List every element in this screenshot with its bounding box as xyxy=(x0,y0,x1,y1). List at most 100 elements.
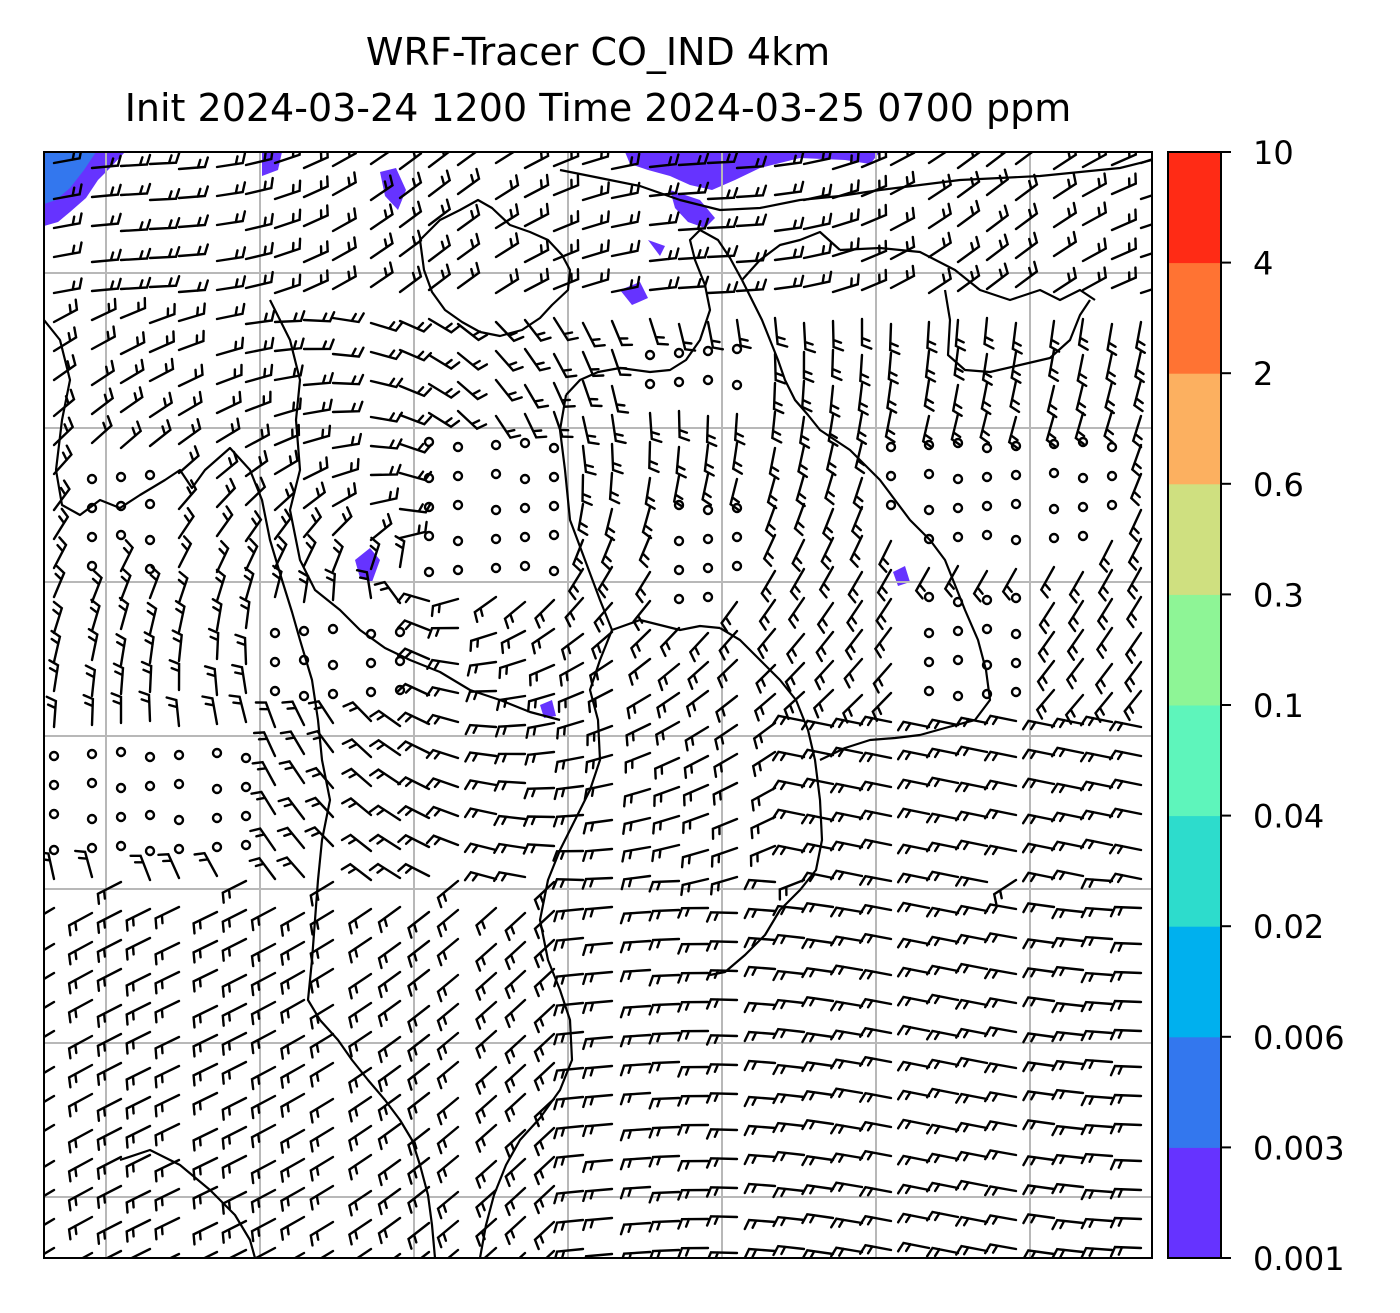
wind-barb xyxy=(67,940,94,966)
wind-barb xyxy=(830,1029,864,1041)
wind-barb xyxy=(504,1215,527,1246)
wind-barb xyxy=(1021,777,1056,789)
wind-barb xyxy=(192,1091,219,1116)
wind-barb xyxy=(426,658,460,670)
wind-barb xyxy=(177,214,209,229)
wind-barb xyxy=(677,1029,710,1042)
wind-barb xyxy=(680,848,710,869)
wind-barb xyxy=(369,377,404,389)
wind-barb xyxy=(1074,411,1086,446)
wind-barb xyxy=(348,1030,373,1058)
wind-barb xyxy=(829,717,864,729)
wind-barb xyxy=(1067,599,1085,633)
wind-barb xyxy=(355,569,373,600)
wind-barb xyxy=(557,690,585,714)
wind-barb xyxy=(1081,201,1108,227)
calm-wind-marker xyxy=(86,842,98,854)
calm-wind-marker xyxy=(490,468,502,480)
wind-barb xyxy=(925,1123,960,1135)
wind-barb xyxy=(610,275,641,294)
wind-barb xyxy=(581,268,610,289)
wind-barb xyxy=(984,1149,1018,1161)
wind-barb xyxy=(619,968,652,983)
wind-barb xyxy=(896,1154,931,1166)
wind-barb xyxy=(504,998,527,1029)
wind-barb xyxy=(52,388,76,418)
wind-barb xyxy=(564,596,585,628)
wind-barb xyxy=(302,338,335,351)
wind-barb xyxy=(250,1000,277,1026)
calm-wind-marker xyxy=(644,349,656,361)
wind-barb xyxy=(394,535,406,569)
wind-barb xyxy=(369,738,402,757)
wind-barb xyxy=(52,298,79,324)
wind-barb xyxy=(215,417,241,444)
wind-barb xyxy=(523,318,552,342)
wind-barb xyxy=(652,814,681,835)
wind-barb xyxy=(672,474,684,508)
wind-barb xyxy=(610,152,641,171)
wind-barb xyxy=(1110,172,1138,196)
calm-wind-marker xyxy=(731,560,743,572)
wind-barb xyxy=(252,731,277,758)
wind-barb xyxy=(1035,688,1056,720)
wind-barb xyxy=(584,753,614,774)
calm-wind-marker xyxy=(1048,503,1060,515)
wind-barb xyxy=(791,538,806,572)
wind-barb xyxy=(1079,715,1114,727)
wind-barb xyxy=(533,1126,556,1157)
calm-wind-marker xyxy=(452,499,464,511)
wind-barb xyxy=(177,329,205,352)
wind-barb xyxy=(677,152,710,167)
wind-barb xyxy=(221,879,248,904)
calm-wind-marker xyxy=(211,783,223,795)
wind-barb xyxy=(244,212,274,232)
wind-barb xyxy=(644,476,656,510)
calm-wind-marker xyxy=(923,439,935,451)
wind-barb xyxy=(896,778,931,790)
wind-barb xyxy=(523,347,551,372)
wind-barb xyxy=(887,351,899,385)
wind-barb xyxy=(896,872,931,884)
wind-barb xyxy=(475,1217,498,1247)
wind-barb xyxy=(552,849,585,862)
wind-barb xyxy=(331,265,358,291)
wind-barb xyxy=(859,874,893,886)
calm-wind-marker xyxy=(327,659,339,671)
calm-wind-marker xyxy=(144,498,156,510)
calm-wind-marker xyxy=(173,814,185,826)
wind-barb xyxy=(215,390,242,415)
wind-barb xyxy=(1009,379,1021,414)
wind-barb xyxy=(211,598,223,632)
wind-barb xyxy=(582,999,614,1015)
wind-barb xyxy=(504,911,527,942)
colorbar-tick-label: 0.6 xyxy=(1253,466,1304,504)
wind-barb xyxy=(896,807,931,819)
wind-barb xyxy=(96,909,123,934)
wind-barb xyxy=(90,415,113,445)
wind-barb xyxy=(523,202,550,228)
wind-barb xyxy=(1001,567,1018,601)
wind-barb xyxy=(677,971,710,984)
wind-barb xyxy=(858,838,893,850)
wind-barb xyxy=(52,152,83,165)
wind-barb xyxy=(743,1030,777,1043)
wind-barb xyxy=(221,1154,248,1179)
wind-barb xyxy=(533,880,556,911)
calm-wind-marker xyxy=(1010,469,1022,481)
wind-barb xyxy=(281,700,306,727)
wind-barb xyxy=(1021,748,1056,760)
wind-barb xyxy=(280,1215,306,1241)
calm-wind-marker xyxy=(298,625,310,637)
calm-wind-marker xyxy=(48,750,60,762)
wind-barb xyxy=(954,810,989,822)
wind-barb xyxy=(148,357,175,383)
wind-barb xyxy=(954,318,967,352)
wind-barb xyxy=(250,906,277,932)
wind-barb xyxy=(341,737,373,759)
wind-barb xyxy=(859,1214,893,1226)
wind-barb xyxy=(610,319,634,347)
calm-wind-marker xyxy=(1106,470,1118,482)
wind-barb xyxy=(244,309,276,326)
wind-barb xyxy=(533,909,556,940)
